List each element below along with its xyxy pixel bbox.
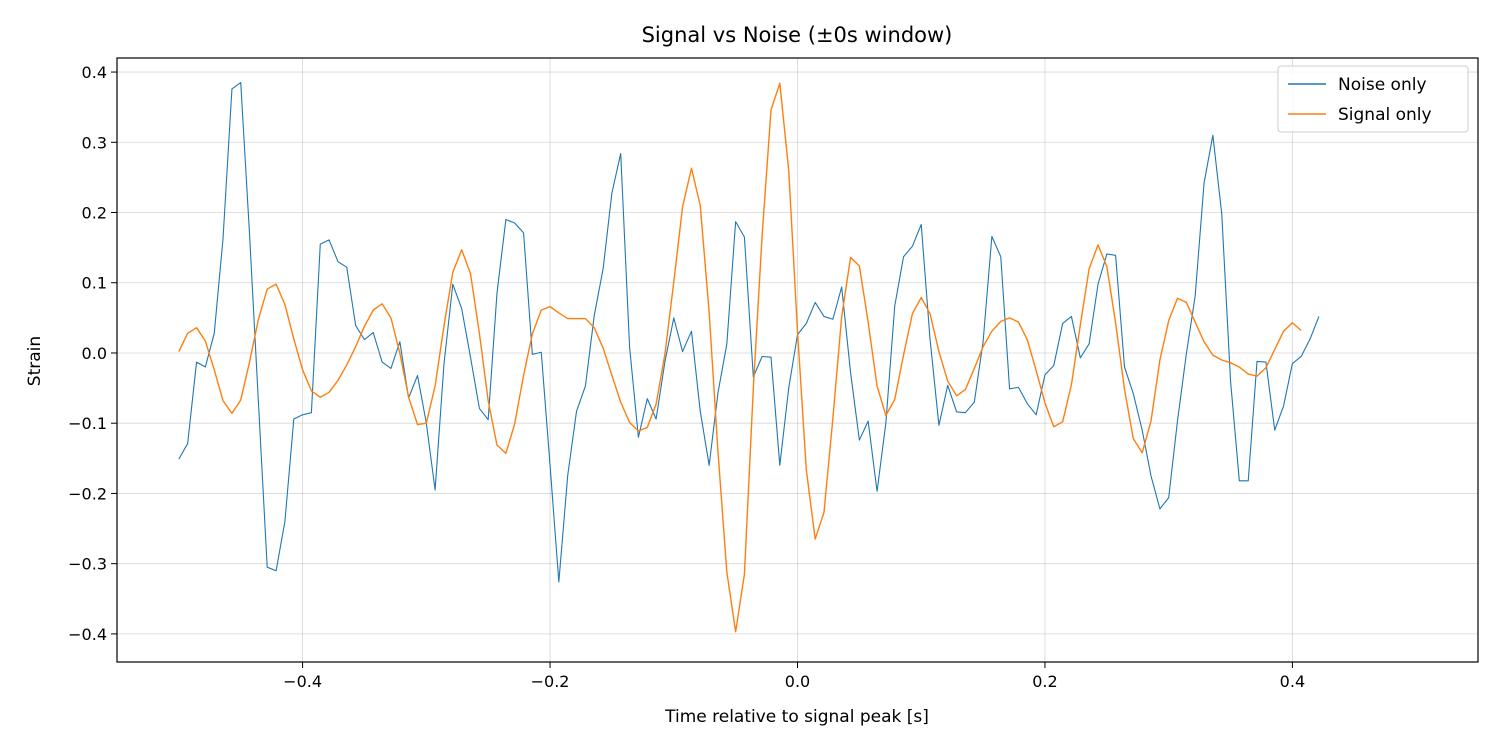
series-line-signal-only [178, 82, 1302, 633]
y-tick-label: 0.4 [82, 63, 107, 82]
y-tick-label: 0.3 [82, 133, 107, 152]
y-tick-label: −0.4 [68, 625, 107, 644]
y-tick-label: −0.3 [68, 555, 107, 574]
x-tick-label: −0.2 [531, 672, 570, 691]
x-tick-label: 0.0 [785, 672, 810, 691]
y-tick-label: −0.1 [68, 414, 107, 433]
grid [117, 58, 1478, 662]
series-line-noise-only [178, 82, 1320, 583]
y-axis-label: Strain [25, 336, 45, 386]
y-tick-label: 0.1 [82, 274, 107, 293]
chart-title: Signal vs Noise (±0s window) [642, 23, 953, 47]
legend: Noise only Signal only [1277, 65, 1469, 133]
x-axis-label: Time relative to signal peak [s] [664, 707, 929, 727]
x-axis: −0.4 −0.2 0.0 0.2 0.4 [283, 662, 1305, 691]
legend-box [1277, 65, 1469, 133]
y-tick-label: −0.2 [68, 484, 107, 503]
legend-label: Signal only [1338, 105, 1432, 125]
legend-label: Noise only [1338, 75, 1427, 95]
x-tick-label: 0.4 [1280, 672, 1305, 691]
y-tick-label: 0.2 [82, 204, 107, 223]
x-tick-label: −0.4 [283, 672, 322, 691]
x-tick-label: 0.2 [1032, 672, 1057, 691]
y-tick-label: 0.0 [82, 344, 107, 363]
series-layer [178, 82, 1320, 633]
y-axis: −0.4 −0.3 −0.2 −0.1 0.0 0.1 0.2 0.3 0.4 [68, 63, 117, 644]
